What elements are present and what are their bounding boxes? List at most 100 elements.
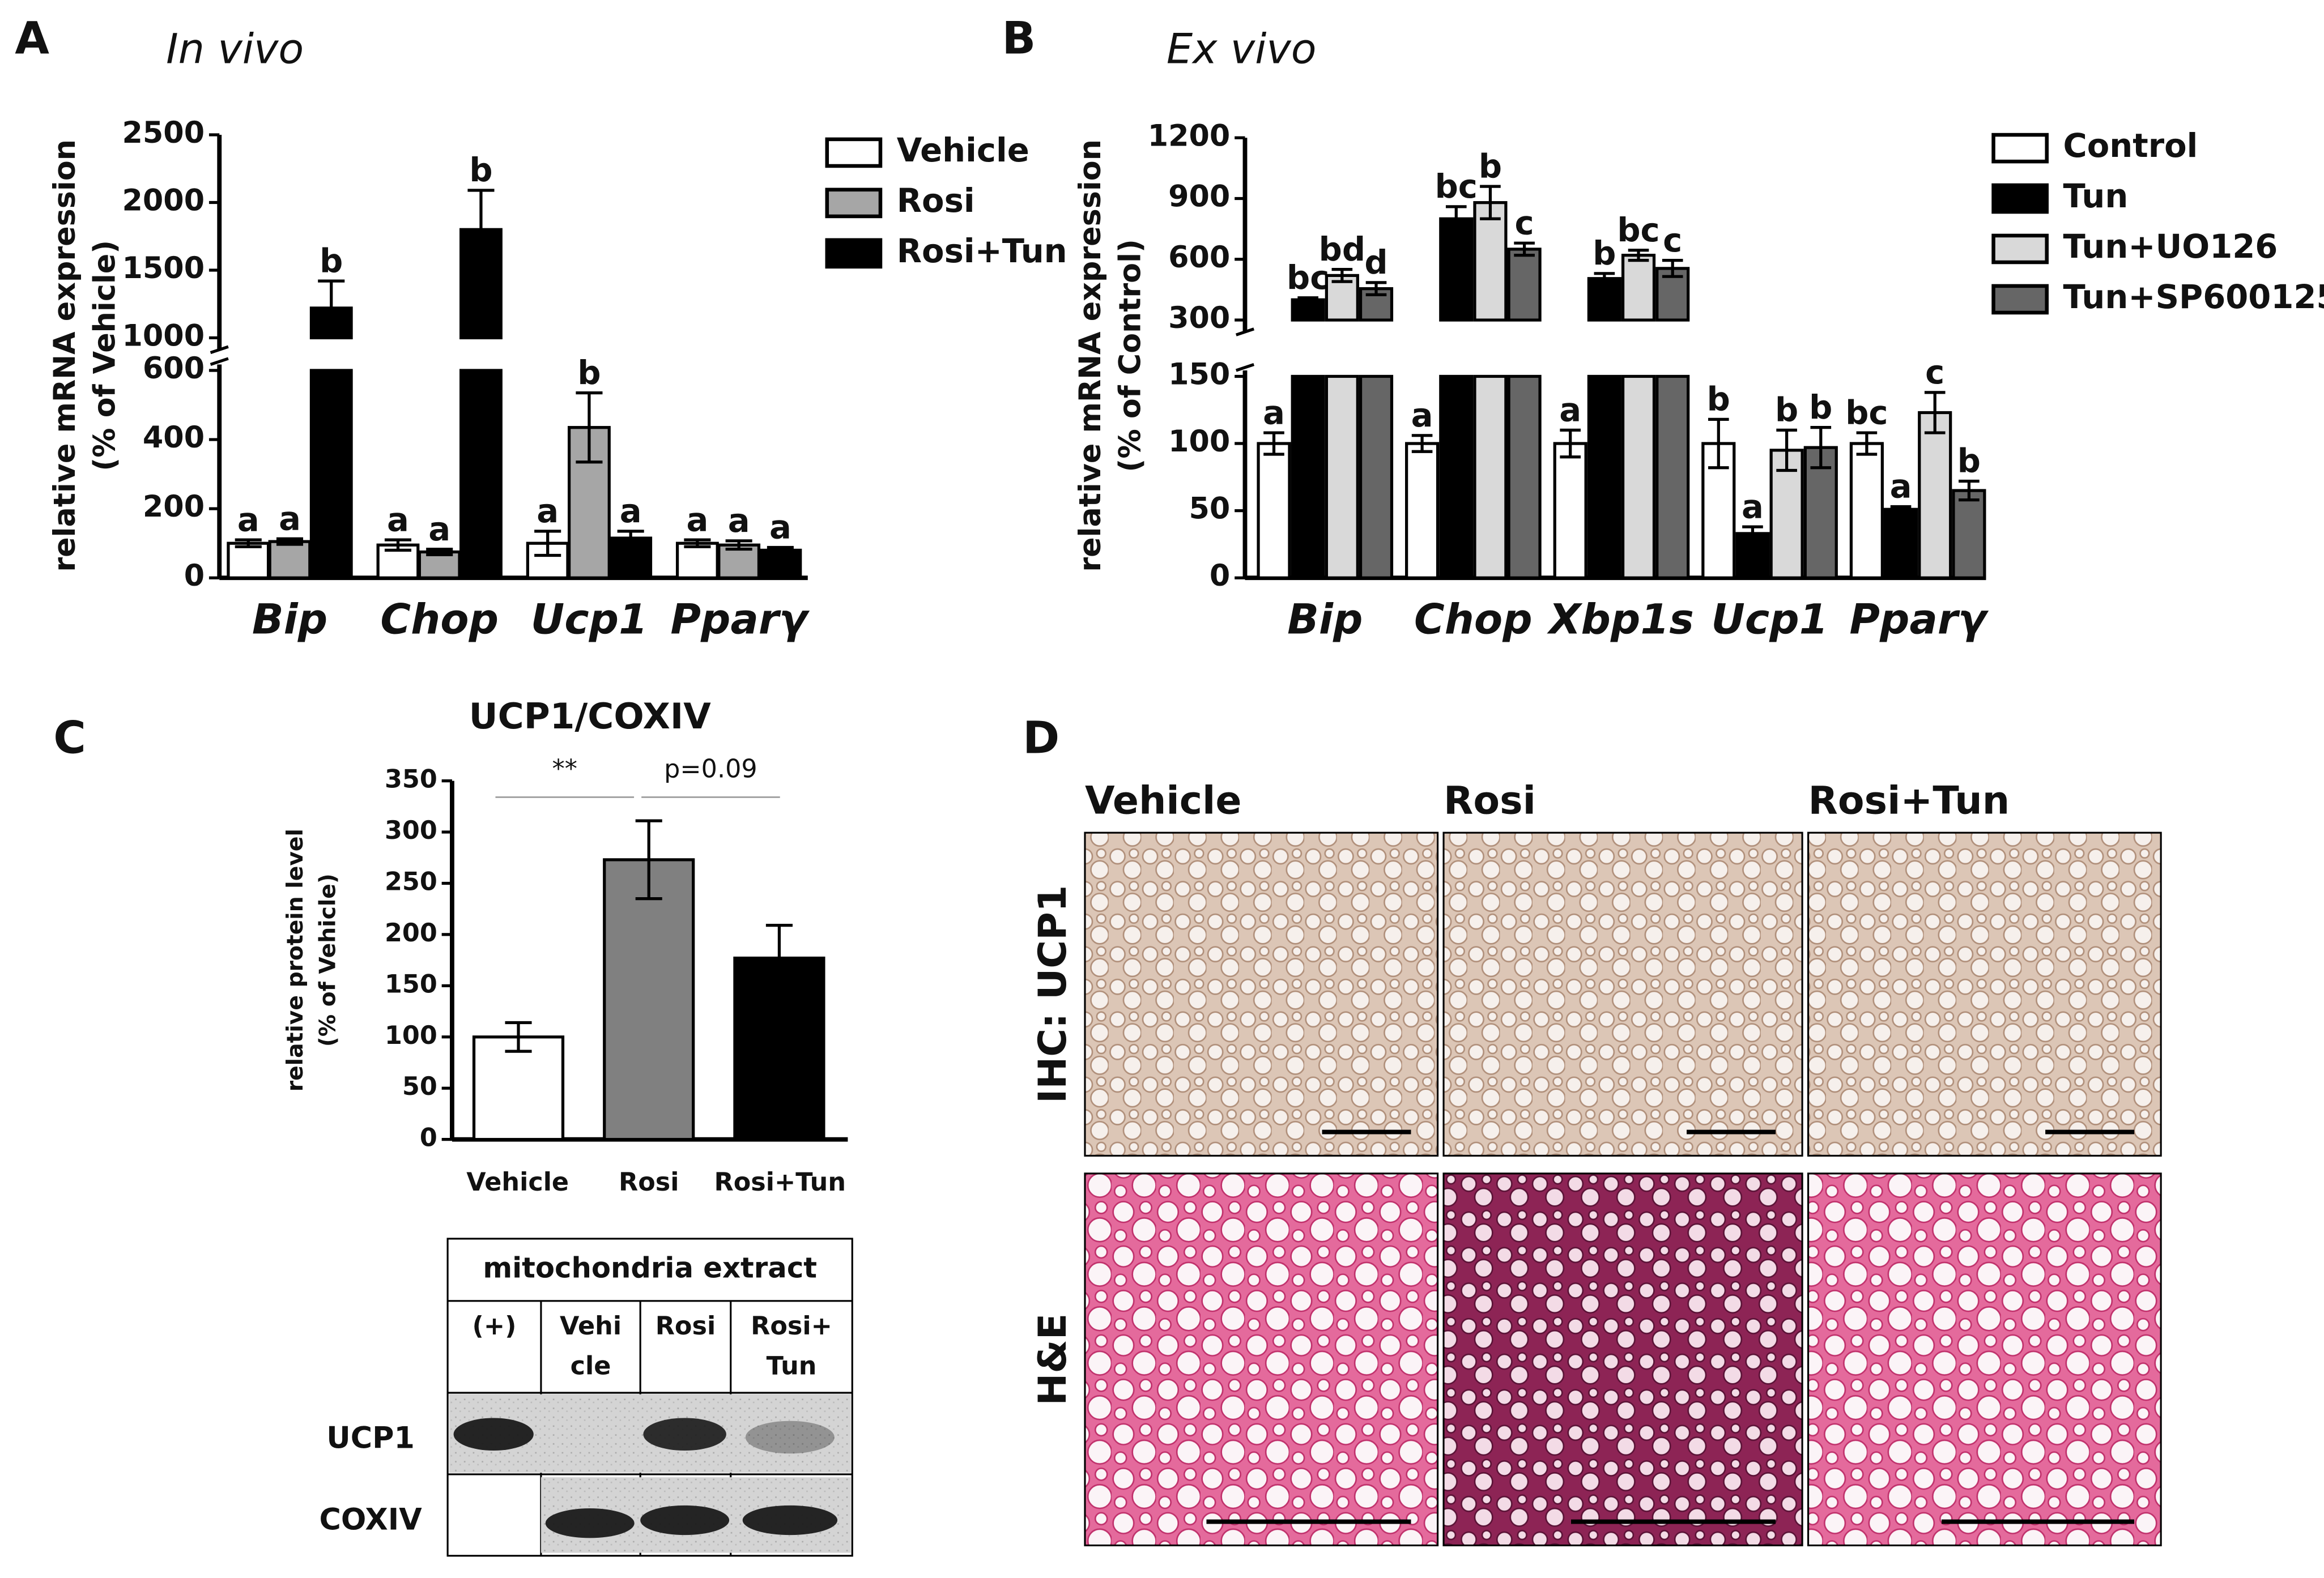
y-tick-label: 350 (385, 765, 437, 794)
y-tick-label: 300 (385, 816, 437, 845)
error-bar (576, 391, 603, 464)
bar (1257, 442, 1291, 579)
significance-letter: b (1775, 391, 1798, 429)
error-bar (635, 819, 662, 901)
significance-letter: b (1479, 147, 1502, 185)
error-bar (1628, 249, 1649, 262)
bar (1291, 374, 1325, 579)
y-tick-label: 50 (1189, 492, 1231, 526)
error-bar (1594, 272, 1615, 285)
micrograph (1084, 1172, 1439, 1547)
significance-letter: a (428, 510, 450, 548)
x-tick-label: Chop (380, 596, 499, 644)
significance-letter: a (728, 502, 750, 540)
panel-letter: C (53, 711, 86, 764)
bar (1587, 374, 1621, 579)
bar (1507, 374, 1542, 579)
error-bar (1331, 268, 1353, 283)
legend-swatch (825, 238, 883, 269)
legend-label: Vehicle (897, 131, 1029, 169)
panel-letter: D (1023, 711, 1059, 764)
error-bar (1810, 425, 1832, 470)
bar (459, 369, 503, 579)
x-tick-label: Rosi (619, 1168, 679, 1197)
significance-letter: a (1411, 396, 1433, 434)
bar (309, 369, 353, 579)
x-tick-label: Vehicle (466, 1168, 569, 1197)
significance-letter: bc (1617, 211, 1659, 249)
error-bar (534, 530, 561, 557)
y-tick-label: 100 (1168, 424, 1230, 459)
significance-letter: b (320, 242, 343, 280)
y-tick-label: 50 (402, 1072, 437, 1101)
x-tick-label: Xbp1s (1547, 596, 1694, 644)
y-axis-label: (% of Vehicle) (315, 873, 340, 1047)
y-tick-label: 0 (420, 1124, 437, 1153)
axis-break (1235, 363, 1255, 372)
error-bar (617, 530, 644, 547)
significance-letter: c (1515, 204, 1534, 242)
legend-label: Tun+SP600125 (2063, 278, 2324, 316)
blot-band (453, 1418, 534, 1451)
column-label: Vehicle (1085, 778, 1241, 823)
significance-letter: bc (1287, 259, 1329, 297)
bar (1655, 374, 1690, 579)
subtitle: Ex vivo (1167, 25, 1317, 74)
legend-swatch (1991, 133, 2049, 164)
error-bar (1924, 391, 1946, 434)
y-tick-label: 600 (143, 351, 205, 386)
error-bar (1263, 431, 1284, 456)
blot-column-label: (+) (473, 1312, 517, 1341)
significance-letter: b (577, 354, 601, 392)
blot-band (643, 1418, 726, 1451)
error-bar (767, 545, 794, 555)
y-tick-label: 150 (1168, 357, 1230, 391)
bar (1952, 489, 1986, 579)
y-tick-label: 100 (385, 1021, 437, 1050)
x-tick-label: Bip (1287, 596, 1363, 644)
bar (1473, 374, 1508, 579)
error-bar (1297, 296, 1318, 304)
significance-letter: a (1890, 468, 1912, 506)
y-axis-label: (% of Vehicle) (87, 240, 122, 471)
bar (1439, 374, 1474, 579)
column-label: Rosi+Tun (1808, 778, 2010, 823)
error-bar (1959, 479, 1980, 502)
blot-band (640, 1505, 730, 1536)
y-tick-label: 200 (385, 919, 437, 948)
error-bar (1742, 525, 1763, 542)
error-bar (1776, 428, 1797, 472)
column-label: Rosi (1444, 778, 1536, 823)
error-bar (1708, 417, 1729, 470)
bar (603, 858, 695, 1141)
micrograph (1807, 1172, 2162, 1547)
error-bar (765, 924, 793, 993)
legend-swatch (1991, 233, 2049, 265)
micrograph (1084, 831, 1439, 1157)
significance-letter: b (1809, 389, 1832, 427)
error-bar (1856, 431, 1878, 456)
legend-label: Tun+UO126 (2063, 228, 2278, 266)
legend-swatch (825, 187, 883, 219)
y-tick-label: 2500 (122, 116, 205, 150)
blot-column-label: Tun (767, 1352, 817, 1381)
blot-column-label: Vehi (560, 1312, 622, 1341)
y-tick-label: 300 (1168, 301, 1230, 335)
blot-row-label: UCP1 (326, 1421, 415, 1456)
bar (472, 1035, 565, 1141)
bar (1405, 442, 1440, 579)
significance-letter: a (769, 509, 791, 547)
blot-band (745, 1421, 835, 1454)
axis-break (210, 357, 229, 366)
significance-letter: a (1263, 394, 1285, 432)
bar (1849, 442, 1884, 579)
bar (1473, 201, 1508, 322)
significance-letter: a (1742, 488, 1764, 526)
y-tick-label: 150 (385, 970, 437, 999)
error-bar (725, 539, 752, 551)
significance-letter: a (237, 501, 259, 539)
significance-letter: b (469, 151, 492, 189)
blot-frame (446, 1238, 853, 1557)
x-tick-label: Bip (252, 596, 327, 644)
